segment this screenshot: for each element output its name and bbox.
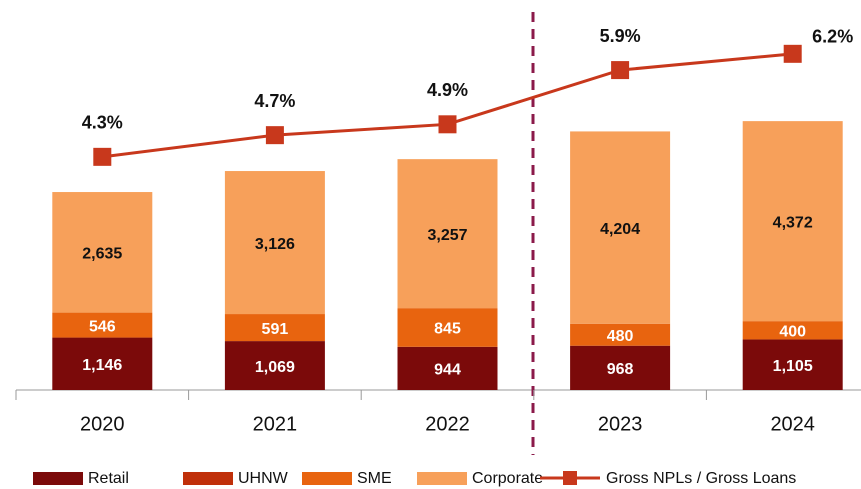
bar-segment xyxy=(224,314,325,342)
bar-segment xyxy=(570,345,671,390)
bar-segment xyxy=(397,308,498,347)
value-label: 1,146 xyxy=(82,357,122,374)
value-label: 2,635 xyxy=(82,246,122,263)
value-label: 845 xyxy=(434,321,461,338)
legend-label: Retail xyxy=(88,470,129,487)
legend-swatch xyxy=(417,472,467,485)
bar-segment xyxy=(742,339,843,390)
x-tick-label: 2024 xyxy=(770,413,815,435)
line-marker xyxy=(265,126,284,145)
legend-marker xyxy=(563,471,577,485)
value-label: 546 xyxy=(89,318,116,335)
value-label: 1,105 xyxy=(773,358,813,375)
value-label: 4,372 xyxy=(773,214,813,231)
value-label: 591 xyxy=(262,321,289,338)
value-label: 4.7% xyxy=(254,91,295,111)
value-label: 3,257 xyxy=(427,227,467,244)
x-tick-label: 2021 xyxy=(253,413,298,435)
bar-segment xyxy=(52,192,153,313)
bar-segment xyxy=(224,341,325,390)
x-tick-label: 2023 xyxy=(598,413,643,435)
line-marker xyxy=(438,115,457,134)
bar-segment xyxy=(397,159,498,309)
value-label: 4.3% xyxy=(82,113,123,133)
legend-swatch xyxy=(302,472,352,485)
value-label: 4,204 xyxy=(600,221,640,238)
value-label: 944 xyxy=(434,362,461,379)
value-label: 1,069 xyxy=(255,359,295,376)
legend-label: Gross NPLs / Gross Loans xyxy=(606,470,796,487)
line xyxy=(102,52,793,159)
value-label: 968 xyxy=(607,361,634,378)
bar-segment xyxy=(742,121,843,322)
value-label: 480 xyxy=(607,328,634,345)
line-marker xyxy=(783,44,802,63)
bar-segment xyxy=(52,312,153,338)
line-marker xyxy=(611,61,630,80)
x-tick-label: 2022 xyxy=(425,413,470,435)
value-label: 6.2% xyxy=(812,27,853,47)
x-tick-label: 2020 xyxy=(80,413,125,435)
line-marker xyxy=(93,147,112,166)
bar-segment xyxy=(397,346,498,390)
legend-label: UHNW xyxy=(238,470,289,487)
value-label: 3,126 xyxy=(255,236,295,253)
value-label: 5.9% xyxy=(600,26,641,46)
legend-swatch xyxy=(183,472,233,485)
bar-segment xyxy=(570,131,671,324)
bar-segment xyxy=(570,323,671,346)
legend-swatch xyxy=(33,472,83,485)
value-label: 400 xyxy=(779,324,806,341)
bar-segment xyxy=(52,337,153,390)
bar-segment xyxy=(224,171,325,315)
legend-label: Corporate xyxy=(472,470,543,487)
bar-segment xyxy=(742,321,843,340)
value-label: 4.9% xyxy=(427,80,468,100)
legend-label: SME xyxy=(357,470,392,487)
